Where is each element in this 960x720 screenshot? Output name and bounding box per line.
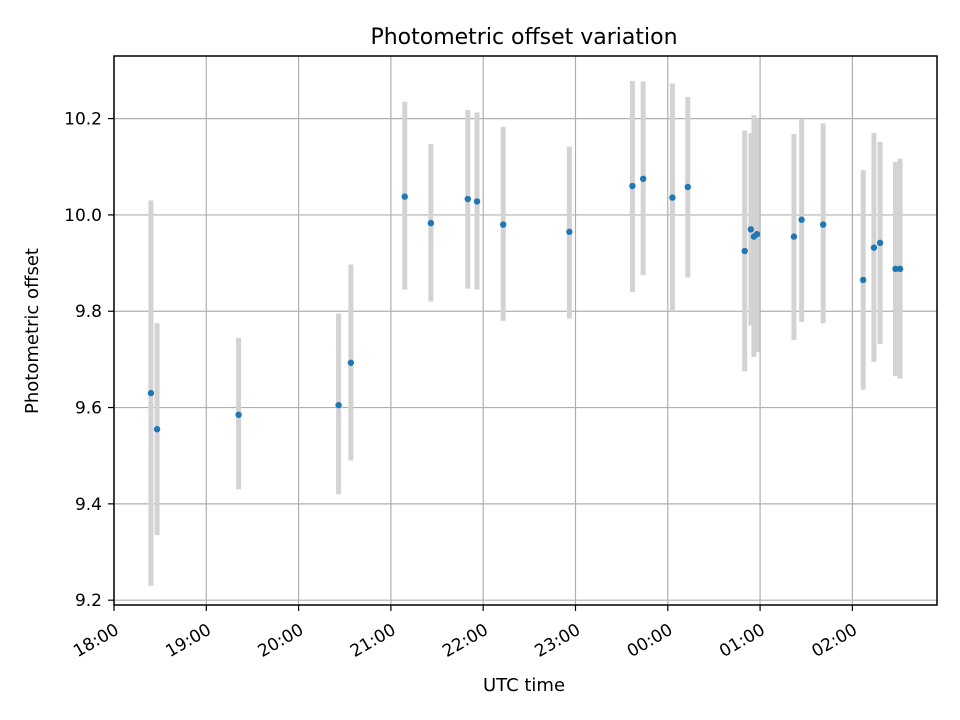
data-point bbox=[473, 198, 481, 205]
plot-frame bbox=[113, 55, 938, 606]
data-point bbox=[790, 233, 798, 240]
data-point bbox=[870, 244, 878, 251]
y-tick-label: 9.8 bbox=[75, 302, 102, 322]
y-tick-label: 9.6 bbox=[75, 399, 102, 419]
x-axis-label: UTC time bbox=[483, 675, 565, 696]
data-point bbox=[427, 219, 435, 227]
data-point bbox=[753, 230, 761, 238]
data-point bbox=[684, 183, 691, 191]
y-axis-label: Photometric offset bbox=[22, 248, 43, 414]
data-point bbox=[335, 401, 342, 409]
data-point bbox=[566, 228, 573, 235]
data-point bbox=[798, 216, 805, 223]
data-point bbox=[464, 195, 472, 203]
data-point bbox=[147, 389, 155, 397]
data-point bbox=[892, 265, 899, 273]
data-point bbox=[347, 359, 355, 366]
data-point bbox=[747, 226, 755, 233]
data-point bbox=[669, 194, 676, 201]
point-layer bbox=[147, 175, 904, 433]
data-point bbox=[741, 247, 748, 255]
y-tick-label: 10.2 bbox=[64, 110, 102, 130]
data-point bbox=[859, 276, 867, 284]
data-point bbox=[896, 265, 904, 273]
y-tick-label: 10.0 bbox=[64, 206, 102, 226]
chart-title: Photometric offset variation bbox=[370, 25, 677, 50]
data-point bbox=[819, 221, 827, 228]
data-point bbox=[499, 221, 507, 228]
data-point bbox=[876, 239, 884, 247]
y-tick-label: 9.2 bbox=[75, 591, 102, 611]
data-point bbox=[629, 182, 636, 190]
data-point bbox=[235, 411, 242, 418]
data-point bbox=[639, 175, 647, 183]
data-point bbox=[401, 193, 408, 200]
data-point bbox=[153, 426, 161, 433]
y-tick-label: 9.4 bbox=[75, 495, 102, 515]
